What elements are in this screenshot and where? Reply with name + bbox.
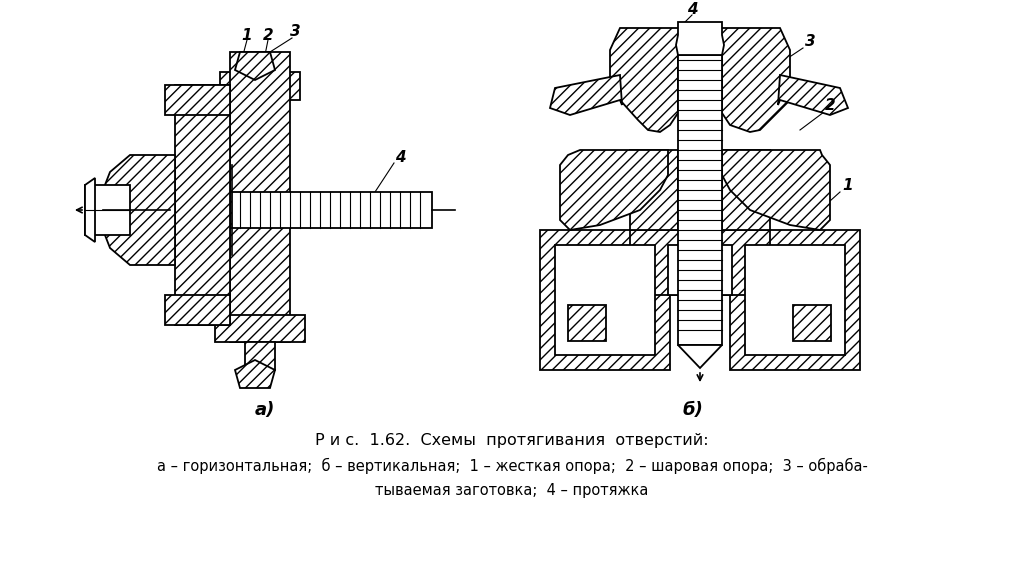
Text: б): б) xyxy=(683,401,703,419)
Text: а): а) xyxy=(255,401,275,419)
Bar xyxy=(165,85,230,115)
Text: 1: 1 xyxy=(843,177,853,192)
Text: а – горизонтальная;  б – вертикальная;  1 – жесткая опора;  2 – шаровая опора;  : а – горизонтальная; б – вертикальная; 1 … xyxy=(157,458,867,474)
Bar xyxy=(630,150,678,230)
Text: 4: 4 xyxy=(687,2,697,17)
Bar xyxy=(730,230,860,370)
Bar xyxy=(85,185,130,235)
Bar xyxy=(245,342,275,370)
Polygon shape xyxy=(234,52,275,80)
Bar xyxy=(793,305,831,341)
Bar xyxy=(215,315,305,342)
Polygon shape xyxy=(550,75,622,115)
Text: тываемая заготовка;  4 – протяжка: тываемая заготовка; 4 – протяжка xyxy=(376,483,648,498)
Polygon shape xyxy=(676,22,724,55)
Text: 2: 2 xyxy=(824,97,836,112)
Text: 2: 2 xyxy=(263,28,273,43)
Bar xyxy=(722,150,770,230)
Bar xyxy=(232,192,432,228)
Polygon shape xyxy=(234,360,275,388)
Polygon shape xyxy=(678,345,722,368)
Polygon shape xyxy=(85,178,95,242)
Text: 3: 3 xyxy=(290,25,300,40)
Polygon shape xyxy=(778,75,848,115)
Text: 3: 3 xyxy=(805,35,815,50)
Bar xyxy=(230,52,290,342)
Text: Р и с.  1.62.  Схемы  протягивания  отверстий:: Р и с. 1.62. Схемы протягивания отверсти… xyxy=(315,433,709,448)
Bar xyxy=(175,85,230,325)
Bar xyxy=(555,245,655,355)
Bar xyxy=(220,72,300,100)
Bar xyxy=(678,55,722,345)
Bar xyxy=(245,100,275,150)
Polygon shape xyxy=(610,28,790,132)
Polygon shape xyxy=(560,150,668,230)
Text: 1: 1 xyxy=(242,28,252,43)
Bar xyxy=(540,230,670,370)
Bar xyxy=(165,295,230,325)
Polygon shape xyxy=(100,155,175,265)
Text: 4: 4 xyxy=(394,150,406,165)
Bar xyxy=(668,245,732,295)
Bar xyxy=(745,245,845,355)
Polygon shape xyxy=(722,150,830,230)
Bar xyxy=(630,230,770,295)
Bar xyxy=(568,305,606,341)
